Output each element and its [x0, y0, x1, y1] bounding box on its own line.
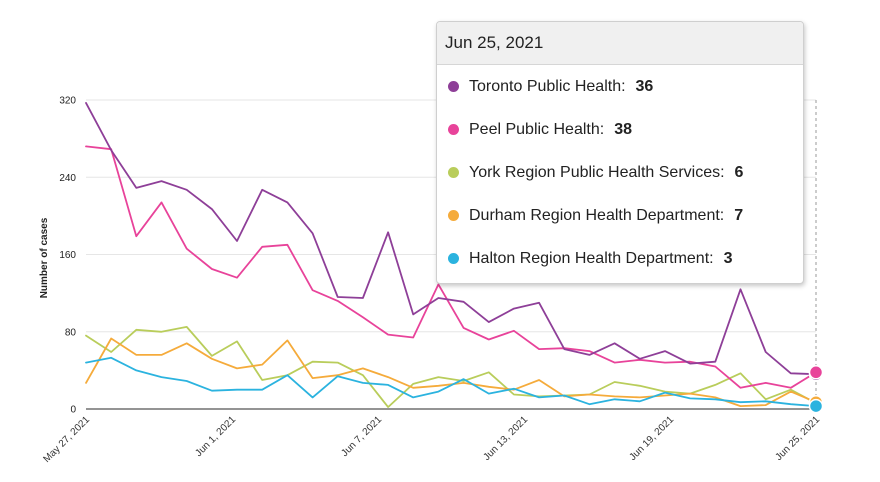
y-tick-label: 320: [59, 96, 76, 107]
x-tick-label: Jun 13, 2021: [481, 414, 530, 463]
tooltip-date: Jun 25, 2021: [437, 22, 803, 65]
tooltip: Jun 25, 2021 Toronto Public Health: 36 P…: [436, 21, 804, 284]
tooltip-value: 38: [614, 120, 632, 138]
tooltip-label: York Region Public Health Services:: [469, 163, 725, 181]
x-tick-label: Jun 7, 2021: [339, 414, 384, 459]
y-axis-ticks: 0 80 160 240 320: [59, 96, 76, 416]
series-dot-icon: [448, 167, 459, 178]
tooltip-row-durham: Durham Region Health Department: 7: [437, 194, 803, 237]
y-axis-label: Number of cases: [39, 217, 50, 298]
x-tick-label: Jun 19, 2021: [627, 414, 676, 463]
hover-markers: [808, 365, 824, 414]
tooltip-value: 6: [734, 163, 744, 181]
tooltip-label: Halton Region Health Department:: [469, 249, 714, 267]
tooltip-value: 7: [734, 206, 744, 224]
tooltip-row-york: York Region Public Health Services: 6: [437, 151, 803, 194]
y-tick-label: 240: [59, 173, 76, 184]
series-line[interactable]: [85, 102, 817, 376]
series-dot-icon: [448, 210, 459, 221]
hover-marker: [808, 365, 824, 380]
series-dot-icon: [448, 124, 459, 135]
tooltip-label: Durham Region Health Department:: [469, 206, 725, 224]
tooltip-value: 3: [723, 249, 733, 267]
series-line[interactable]: [85, 356, 817, 408]
series-dot-icon: [448, 253, 459, 264]
hover-marker: [808, 398, 824, 414]
tooltip-value: 36: [635, 77, 654, 95]
tooltip-label: Peel Public Health:: [469, 120, 605, 138]
series-lines[interactable]: [85, 102, 817, 409]
x-tick-label: May 27, 2021: [41, 414, 92, 465]
series-dot-icon: [448, 81, 459, 92]
y-tick-label: 80: [65, 327, 77, 338]
tooltip-label: Toronto Public Health:: [469, 77, 626, 95]
x-axis-ticks: May 27, 2021 Jun 1, 2021 Jun 7, 2021 Jun 13…: [41, 414, 822, 465]
series-line[interactable]: [85, 325, 817, 409]
y-tick-label: 160: [59, 250, 76, 261]
series-line[interactable]: [85, 337, 817, 408]
x-tick-label: Jun 25, 2021: [773, 414, 822, 463]
x-tick-label: Jun 1, 2021: [193, 414, 238, 459]
tooltip-row-halton: Halton Region Health Department: 3: [437, 237, 803, 280]
tooltip-row-peel: Peel Public Health: 38: [437, 108, 803, 151]
tooltip-row-toronto: Toronto Public Health: 36: [437, 65, 803, 108]
y-tick-label: 0: [70, 405, 76, 416]
